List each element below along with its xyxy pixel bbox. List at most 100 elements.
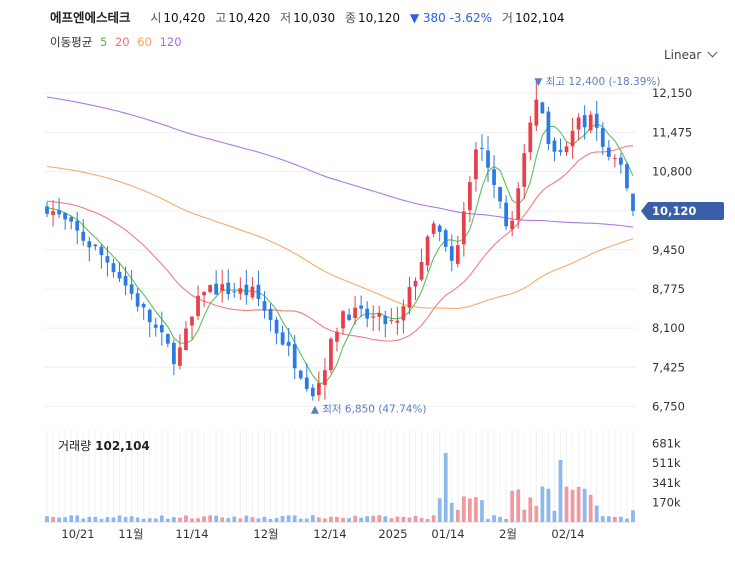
candle-body <box>292 344 297 369</box>
candle-body <box>461 211 466 245</box>
candle-body <box>262 301 267 311</box>
volume-bar <box>431 515 436 522</box>
price-tick-label: 8,775 <box>652 282 685 296</box>
date-axis: 10/21 11월 11/14 12월 12/14 2025 01/14 2월 02/14 <box>61 527 584 541</box>
price-axis: 12,150 11,475 10,800 9,450 8,775 8,100 7,425 6,… <box>641 86 724 413</box>
ma5-label[interactable]: 5 <box>99 35 108 49</box>
volume-bar <box>310 515 315 522</box>
candle-body <box>129 284 134 294</box>
candle-body <box>316 383 321 396</box>
price-tick-label: 7,425 <box>652 360 685 374</box>
candle-body <box>558 149 563 152</box>
volume-bar <box>141 518 146 522</box>
candle-body <box>371 316 376 318</box>
candle-body <box>244 284 249 296</box>
volume-bar <box>172 517 176 522</box>
candle-body <box>99 246 104 255</box>
candle-body <box>383 315 388 325</box>
volume-bar <box>202 516 206 522</box>
volume-bar <box>93 516 98 522</box>
volume-bar <box>413 515 418 522</box>
volume-bar <box>51 516 55 522</box>
volume-bar <box>304 518 309 522</box>
volume-panel-title: 거래량 102,104 <box>58 437 150 454</box>
moving-average-legend: 이동평균 5 20 60 120 <box>50 34 186 50</box>
volume-bar <box>371 515 376 522</box>
price-tick-label: 6,750 <box>652 399 685 413</box>
candle-body <box>528 122 533 153</box>
close-label: 종 <box>344 11 357 25</box>
price-tick-label: 12,150 <box>652 86 692 100</box>
ma20-label[interactable]: 20 <box>114 35 130 49</box>
candle-body <box>510 220 515 230</box>
high-value: 10,420 <box>228 11 271 25</box>
volume-bar <box>135 517 140 522</box>
candle-body <box>111 263 116 273</box>
candle-body <box>619 157 623 165</box>
candle-body <box>153 324 158 328</box>
date-tick-label: 01/14 <box>431 527 464 541</box>
volume-value: 102,104 <box>514 11 565 25</box>
volume-bar <box>546 488 551 522</box>
volume-bar <box>468 498 472 522</box>
volume-bar <box>365 516 370 522</box>
current-price-badge <box>641 201 724 220</box>
volume-bar <box>437 498 442 522</box>
current-price-label: 10,120 <box>652 204 696 218</box>
volume-bar <box>286 515 291 522</box>
ma-legend-label: 이동평균 <box>50 35 93 49</box>
candle-body <box>329 338 333 371</box>
ma120-label[interactable]: 120 <box>159 35 182 49</box>
change-value: ▼ 380 -3.62% <box>409 11 493 25</box>
volume-bar <box>232 516 237 522</box>
candle-body <box>63 212 68 220</box>
candle-body <box>588 114 593 131</box>
low-value: 10,030 <box>293 11 336 25</box>
candle-body <box>486 150 490 168</box>
volume-bar <box>238 518 243 522</box>
volume-bar <box>552 510 557 522</box>
volume-bar <box>353 515 357 522</box>
candle-body <box>359 305 364 309</box>
candle-body <box>147 309 152 323</box>
candle-body <box>407 287 412 308</box>
volume-bar <box>250 517 255 522</box>
candle-body <box>606 147 611 157</box>
candle-body <box>268 308 273 321</box>
candle-body <box>492 169 496 185</box>
candle-body <box>87 241 92 248</box>
candle-body <box>184 328 188 351</box>
price-annotations: ▼ 최고 12,400 (-18.39%) ▲ 최저 6,850 (47.74%) <box>311 76 661 416</box>
volume-bar <box>274 517 279 522</box>
date-tick-label: 2025 <box>378 527 407 541</box>
volume-bar <box>178 517 182 522</box>
volume-bar <box>147 518 152 522</box>
volume-bar <box>576 486 581 522</box>
candle-body <box>310 387 315 397</box>
candle-body <box>594 113 599 128</box>
candle-body <box>190 316 194 326</box>
moving-average-lines <box>46 96 634 384</box>
volume-tick-label: 341k <box>652 476 681 490</box>
price-header: 에프엔에스테크 시 10,420 고 10,420 저 10,030 종 10,120 … <box>50 7 565 26</box>
ma60-label[interactable]: 60 <box>137 35 152 49</box>
volume-bar <box>81 518 86 522</box>
volume-bar <box>292 515 297 522</box>
candle-body <box>256 284 261 299</box>
volume-bar <box>540 486 545 522</box>
candle-body <box>117 271 122 279</box>
volume-bar <box>564 486 569 522</box>
volume-bar <box>522 509 527 522</box>
volume-bar <box>153 518 158 522</box>
volume-bar <box>256 518 261 522</box>
candlesticks <box>45 78 635 402</box>
candle-body <box>214 283 219 295</box>
volume-bar <box>268 519 273 522</box>
scale-dropdown[interactable]: Linear <box>664 47 718 62</box>
volume-bar <box>492 515 496 522</box>
candle-body <box>353 307 357 319</box>
volume-bar <box>425 519 430 522</box>
open-label: 시 <box>150 11 162 25</box>
open-value: 10,420 <box>163 11 206 25</box>
